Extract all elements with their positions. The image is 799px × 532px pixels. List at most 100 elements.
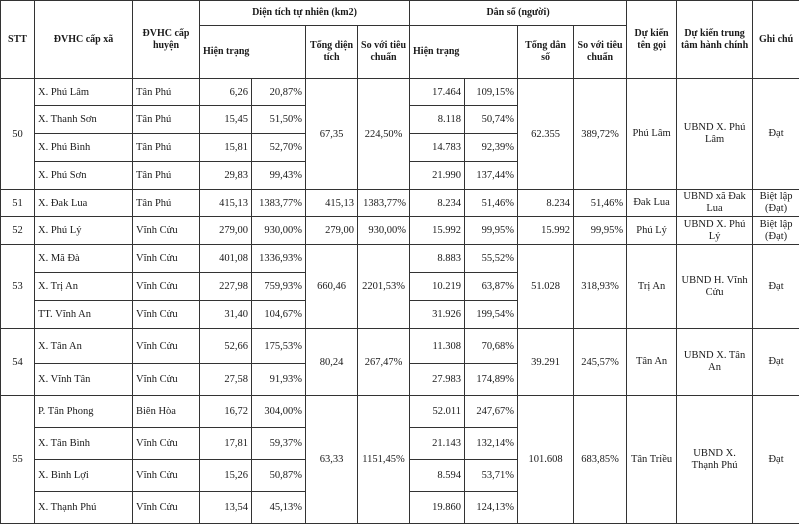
district-name: Tân Phú bbox=[132, 161, 200, 190]
group-total-area: 279,00 bbox=[305, 216, 358, 245]
population-current: 31.926 bbox=[409, 300, 466, 329]
area-percent: 50,87% bbox=[251, 459, 306, 492]
area-current: 6,26 bbox=[199, 78, 252, 106]
district-name: Tân Phú bbox=[132, 78, 200, 106]
header-stt: STT bbox=[0, 0, 35, 79]
area-percent: 59,37% bbox=[251, 427, 306, 460]
area-percent: 20,87% bbox=[251, 78, 306, 106]
area-percent: 45,13% bbox=[251, 491, 306, 524]
group-total-population: 51.028 bbox=[517, 244, 575, 329]
table-row: X. Phú Sơn Tân Phú 29,83 99,43% 21.990 1… bbox=[1, 161, 799, 190]
table-row: X. Thanh Sơn Tân Phú 15,45 51,50% 8.118 … bbox=[1, 105, 799, 134]
commune-name: X. Thanh Sơn bbox=[34, 105, 133, 134]
commune-name: X. Phú Lý bbox=[34, 216, 133, 245]
population-percent: 247,67% bbox=[464, 395, 519, 428]
group-note: Đạt bbox=[752, 395, 799, 524]
population-current: 21.143 bbox=[409, 427, 466, 460]
area-current: 17,81 bbox=[199, 427, 252, 460]
table-row: 53 X. Mã Đà Vĩnh Cửu 401,08 1336,93% 660… bbox=[0, 244, 799, 329]
district-name: Tân Phú bbox=[132, 189, 200, 217]
group-expected-name: Tân Triều bbox=[626, 395, 678, 524]
population-percent: 50,74% bbox=[464, 105, 519, 134]
group-expected-center: UBND X. Phú Lâm bbox=[676, 78, 754, 190]
district-name: Tân Phú bbox=[132, 133, 200, 162]
area-percent: 1383,77% bbox=[251, 189, 306, 217]
commune-name: X. Phú Bình bbox=[34, 133, 133, 162]
area-percent: 51,50% bbox=[251, 105, 306, 134]
area-current: 29,83 bbox=[199, 161, 252, 190]
header-expected-center: Dự kiến trung tâm hành chính bbox=[676, 0, 754, 79]
group-area-ratio: 1383,77% bbox=[356, 189, 411, 217]
area-current: 15,26 bbox=[199, 459, 252, 492]
commune-name: X. Tân Bình bbox=[34, 427, 133, 460]
commune-name: TT. Vĩnh An bbox=[34, 300, 133, 329]
population-percent: 63,87% bbox=[464, 272, 519, 301]
table-row: 50 X. Phú Lâm Tân Phú 6,26 20,87% 67,35 … bbox=[0, 78, 799, 190]
header-area-current: Hiện trạng bbox=[199, 25, 306, 79]
population-current: 19.860 bbox=[409, 491, 466, 524]
group-expected-name: Tân An bbox=[626, 328, 678, 396]
table-row: X. Bình Lợi Vĩnh Cửu 15,26 50,87% 8.594 … bbox=[1, 459, 799, 492]
population-current: 27.983 bbox=[409, 363, 466, 396]
population-percent: 132,14% bbox=[464, 427, 519, 460]
area-current: 27,58 bbox=[199, 363, 252, 396]
area-percent: 52,70% bbox=[251, 133, 306, 162]
commune-name: X. Vĩnh Tân bbox=[34, 363, 133, 396]
population-percent: 124,13% bbox=[464, 491, 519, 524]
group-note: Đạt bbox=[752, 244, 799, 329]
group-note: Đạt bbox=[752, 78, 799, 190]
district-name: Vĩnh Cửu bbox=[132, 491, 200, 524]
group-expected-name: Trị An bbox=[626, 244, 678, 329]
population-percent: 51,46% bbox=[464, 189, 519, 217]
commune-name: P. Tân Phong bbox=[34, 395, 133, 428]
commune-name: X. Phú Sơn bbox=[34, 161, 133, 190]
area-current: 279,00 bbox=[199, 216, 252, 245]
header-expected-name: Dự kiến tên gọi bbox=[626, 0, 678, 79]
population-current: 8.594 bbox=[409, 459, 466, 492]
area-percent: 930,00% bbox=[251, 216, 306, 245]
area-percent: 759,93% bbox=[251, 272, 306, 301]
table-row: 51 X. Đak Lua Tân Phú 415,13 1383,77% 41… bbox=[0, 189, 799, 217]
group-total-area: 67,35 bbox=[305, 78, 358, 190]
header-district: ĐVHC cấp huyện bbox=[132, 0, 200, 79]
group-total-population: 101.608 bbox=[517, 395, 575, 524]
commune-name: X. Bình Lợi bbox=[34, 459, 133, 492]
group-note: Biệt lập (Đạt) bbox=[752, 189, 799, 217]
area-percent: 91,93% bbox=[251, 363, 306, 396]
header-total-area: Tổng diện tích bbox=[305, 25, 358, 79]
commune-name: X. Phú Lâm bbox=[34, 78, 133, 106]
district-name: Vĩnh Cửu bbox=[132, 216, 200, 245]
population-current: 21.990 bbox=[409, 161, 466, 190]
population-percent: 53,71% bbox=[464, 459, 519, 492]
population-percent: 92,39% bbox=[464, 133, 519, 162]
area-current: 15,45 bbox=[199, 105, 252, 134]
district-name: Vĩnh Cửu bbox=[132, 363, 200, 396]
header-area-vs-standard: So với tiêu chuẩn bbox=[356, 25, 411, 79]
area-percent: 1336,93% bbox=[251, 244, 306, 273]
population-current: 52.011 bbox=[409, 395, 466, 428]
commune-name: X. Mã Đà bbox=[34, 244, 133, 273]
header-population-group: Dân số (người) bbox=[409, 0, 628, 26]
population-percent: 70,68% bbox=[464, 328, 519, 364]
commune-name: X. Đak Lua bbox=[34, 189, 133, 217]
group-population-ratio: 99,95% bbox=[573, 216, 628, 245]
population-percent: 174,89% bbox=[464, 363, 519, 396]
group-total-population: 62.355 bbox=[517, 78, 575, 190]
header-population-vs-standard: So với tiêu chuẩn bbox=[573, 25, 628, 79]
population-percent: 99,95% bbox=[464, 216, 519, 245]
group-expected-center: UBND X. Tân An bbox=[676, 328, 754, 396]
district-name: Vĩnh Cửu bbox=[132, 272, 200, 301]
area-percent: 104,67% bbox=[251, 300, 306, 329]
population-current: 14.783 bbox=[409, 133, 466, 162]
district-name: Vĩnh Cửu bbox=[132, 244, 200, 273]
group-area-ratio: 1151,45% bbox=[356, 395, 411, 524]
area-current: 13,54 bbox=[199, 491, 252, 524]
group-area-ratio: 224,50% bbox=[356, 78, 411, 190]
group-area-ratio: 2201,53% bbox=[356, 244, 411, 329]
group-area-ratio: 930,00% bbox=[356, 216, 411, 245]
group-expected-name: Phú Lâm bbox=[626, 78, 678, 190]
population-current: 8.883 bbox=[409, 244, 466, 273]
area-current: 401,08 bbox=[199, 244, 252, 273]
area-current: 31,40 bbox=[199, 300, 252, 329]
